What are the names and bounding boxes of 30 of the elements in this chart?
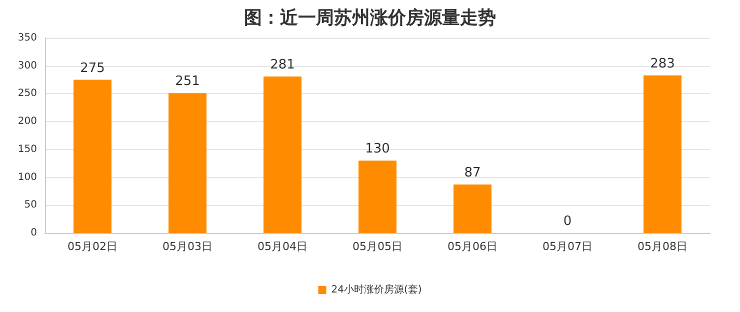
legend-label: 24小时涨价房源(套) — [331, 284, 422, 296]
x-tick-label: 05月02日 — [68, 240, 118, 253]
y-tick-label: 200 — [18, 116, 37, 128]
x-tick-label: 05月08日 — [638, 240, 688, 253]
data-label: 283 — [650, 56, 675, 72]
x-tick-label: 05月03日 — [162, 240, 212, 253]
data-label: 275 — [80, 60, 105, 76]
bar — [168, 93, 206, 233]
data-label: 130 — [365, 142, 390, 157]
y-tick-label: 50 — [24, 200, 37, 211]
x-tick-label: 05月04日 — [258, 240, 308, 253]
bar — [74, 80, 112, 233]
bar — [358, 160, 396, 233]
y-tick-label: 150 — [18, 144, 37, 155]
data-label: 251 — [175, 74, 200, 90]
data-label: 87 — [464, 166, 481, 181]
bar — [454, 184, 492, 233]
bar — [644, 75, 682, 233]
chart-title: 图：近一周苏州涨价房源量走势 — [244, 8, 496, 28]
y-tick-label: 100 — [18, 172, 37, 183]
y-tick-label: 300 — [18, 60, 37, 72]
x-tick-label: 05月05日 — [352, 240, 402, 253]
y-tick-label: 0 — [30, 228, 37, 238]
y-tick-label: 350 — [18, 32, 37, 44]
x-tick-label: 05月06日 — [448, 240, 498, 253]
data-label: 0 — [563, 214, 572, 229]
y-tick-label: 250 — [18, 88, 37, 100]
data-label: 281 — [270, 57, 295, 72]
bar — [264, 76, 302, 233]
x-tick-label: 05月07日 — [542, 240, 592, 253]
